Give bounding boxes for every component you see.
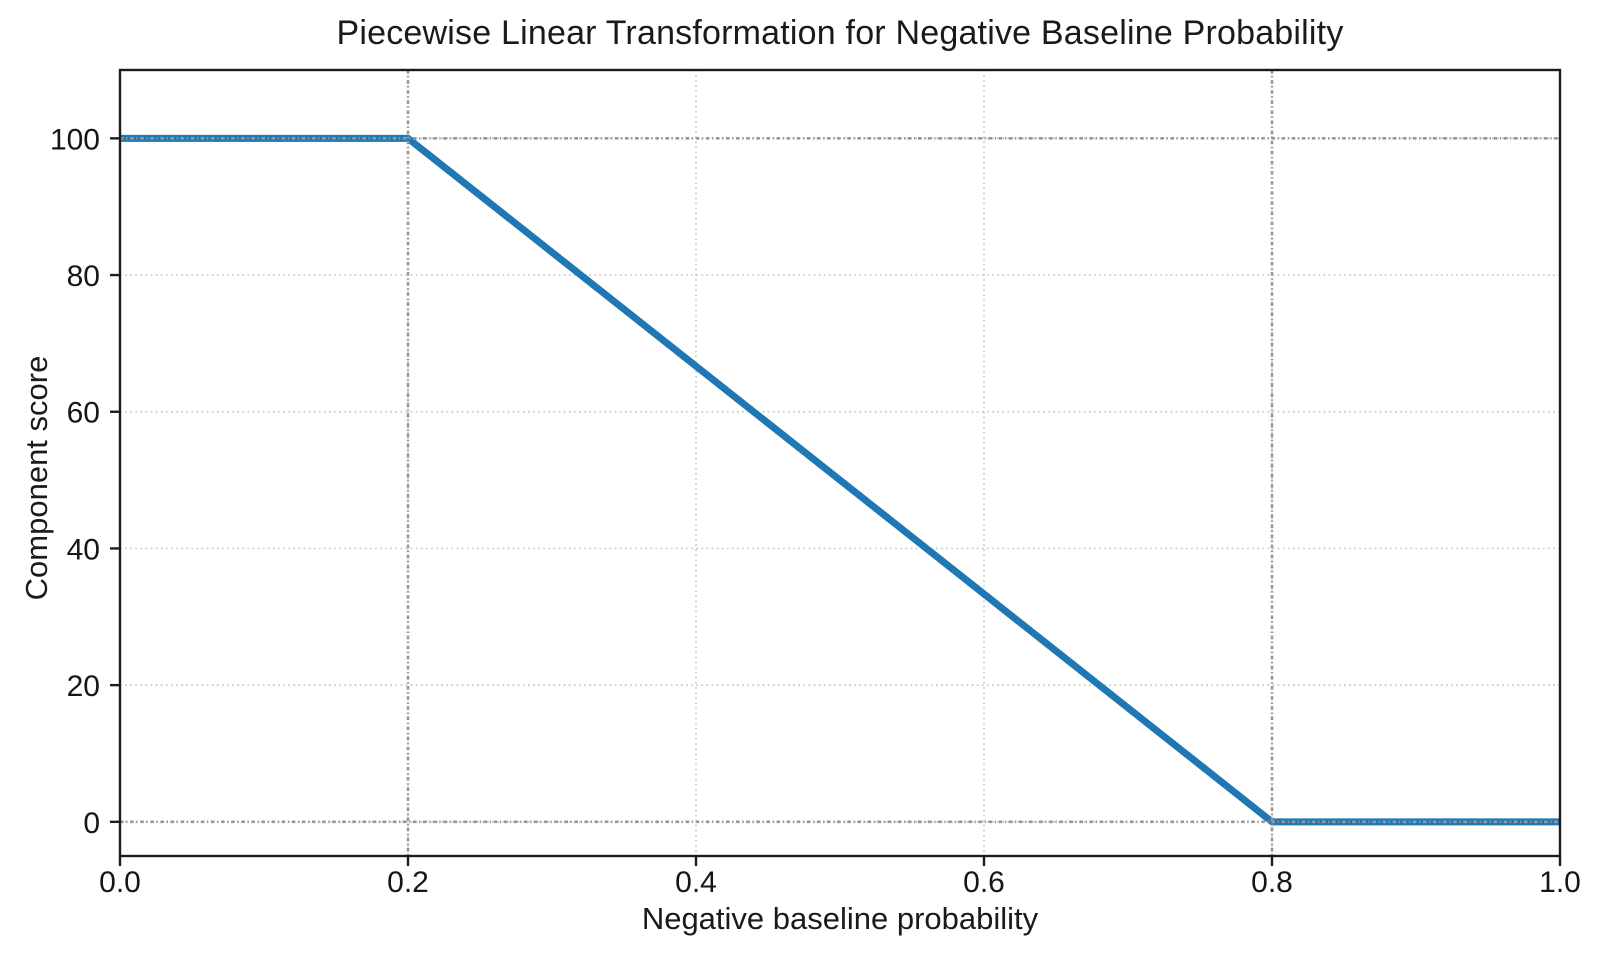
y-tick-label: 20 [67, 670, 100, 703]
x-tick-label: 0.8 [1251, 866, 1293, 899]
x-tick-label: 0.4 [675, 866, 717, 899]
y-tick-label: 60 [67, 397, 100, 430]
x-tick-label: 0.6 [963, 866, 1005, 899]
y-tick-label: 80 [67, 260, 100, 293]
y-tick-label: 100 [50, 123, 100, 156]
y-axis-label: Component score [19, 355, 54, 601]
plot-border [118, 68, 1562, 858]
chart-title: Piecewise Linear Transformation for Nega… [336, 14, 1344, 52]
y-tick-label: 40 [67, 533, 100, 566]
x-tick-label: 0.2 [387, 866, 429, 899]
y-tick-label: 0 [83, 807, 100, 840]
x-axis-label: Negative baseline probability [641, 901, 1039, 936]
x-tick-label: 0.0 [99, 866, 141, 899]
x-tick-label: 1.0 [1539, 866, 1581, 899]
series-line [120, 134, 1560, 826]
